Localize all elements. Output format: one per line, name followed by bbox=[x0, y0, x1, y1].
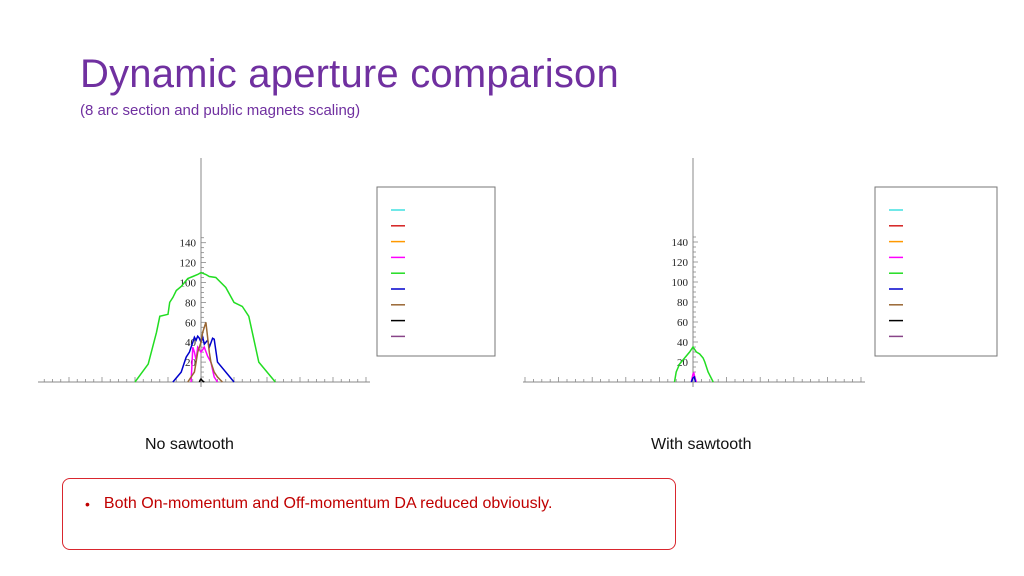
y-tick-label: 40 bbox=[185, 337, 197, 349]
series-line bbox=[198, 377, 205, 383]
chart-no-sawtooth: 20 40 60 80 100 120 140 bbox=[30, 140, 505, 430]
y-tick-label: 80 bbox=[677, 297, 689, 309]
y-tick-label: 60 bbox=[677, 317, 689, 329]
legend-box bbox=[376, 186, 496, 357]
y-tick-label: 140 bbox=[180, 238, 197, 250]
page-title: Dynamic aperture comparison bbox=[80, 52, 619, 96]
note-box: • Both On-momentum and Off-momentum DA r… bbox=[62, 478, 676, 550]
note-text: Both On-momentum and Off-momentum DA red… bbox=[103, 495, 553, 512]
chart-with-sawtooth: 20 40 60 80 100 120 140 bbox=[515, 140, 1005, 430]
series-line bbox=[187, 322, 223, 383]
chart-with-sawtooth-svg: 20 40 60 80 100 120 140 bbox=[523, 158, 998, 387]
y-tick-label: 120 bbox=[672, 257, 689, 269]
note-item: • Both On-momentum and Off-momentum DA r… bbox=[85, 495, 552, 513]
y-tick-label: 100 bbox=[180, 278, 197, 290]
y-tick-label: 40 bbox=[677, 337, 689, 349]
series-line bbox=[690, 375, 697, 383]
y-tick-label: 20 bbox=[185, 357, 197, 369]
y-tick-label: 80 bbox=[185, 297, 197, 309]
y-tick-label: 120 bbox=[180, 258, 197, 270]
y-tick-label: 60 bbox=[185, 317, 197, 329]
series-line bbox=[134, 271, 276, 383]
series-line bbox=[172, 334, 235, 383]
series-line bbox=[673, 345, 714, 383]
bullet-icon: • bbox=[85, 496, 90, 512]
legend-box bbox=[874, 186, 998, 357]
caption-with-sawtooth: With sawtooth bbox=[651, 436, 752, 453]
caption-no-sawtooth: No sawtooth bbox=[145, 436, 234, 453]
page-subtitle: (8 arc section and public magnets scalin… bbox=[80, 102, 361, 119]
chart-no-sawtooth-svg: 20 40 60 80 100 120 140 bbox=[38, 158, 496, 387]
y-tick-label: 140 bbox=[672, 237, 689, 249]
y-tick-label: 20 bbox=[677, 357, 689, 369]
y-tick-label: 100 bbox=[672, 277, 689, 289]
